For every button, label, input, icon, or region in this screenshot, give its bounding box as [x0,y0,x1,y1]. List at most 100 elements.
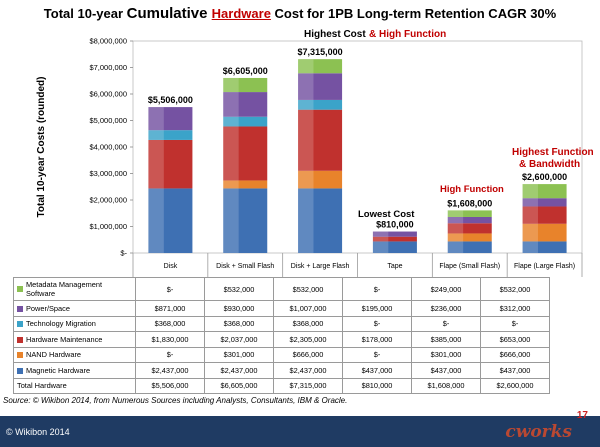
bar-segment [522,184,567,199]
cworks-logo: cworks [505,422,572,442]
legend-swatch [17,321,23,328]
category-header: Disk + Large Flash [290,262,350,270]
bar-segment-highlight [372,236,389,242]
annotation-label: & High Function [369,29,446,40]
row-label-cell: Magnetic Hardware [13,362,136,379]
table-cell: $1,007,000 [273,300,343,317]
bar-segment-highlight [522,223,538,242]
table-cell: $666,000 [480,346,550,363]
y-tick-label: $1,000,000 [89,222,127,231]
bar-segment-highlight [447,233,464,242]
bar-segment [298,170,343,189]
bar-segment [148,130,193,140]
table-cell: $2,037,000 [204,331,274,348]
annotation-label: Highest Cost [304,29,366,40]
table-cell: $385,000 [411,331,481,348]
table-cell: $437,000 [411,362,481,379]
y-tick-label: $- [120,249,127,258]
table-row: Power/Space $871,000 $930,000 $1,007,000 $19… [13,300,550,317]
bar-segment [372,231,417,237]
bar-segment [223,188,268,253]
title-part-1: Total 10-year [43,6,127,21]
bar-segment [447,216,492,224]
table-row: NAND Hardware $- $301,000 $666,000 $- $301,00… [13,346,550,363]
bar-segment-highlight [298,170,314,189]
row-label-cell: Metadata Management Software [13,277,136,301]
total-data-label: $810,000 [376,220,414,230]
total-data-label: $2,600,000 [522,172,567,182]
row-label-cell: Technology Migration [13,315,136,332]
bar-segment-highlight [298,59,314,74]
legend-swatch [17,336,23,343]
table-row: Magnetic Hardware $2,437,000 $2,437,000 $2,… [13,362,550,379]
table-cell: $2,305,000 [273,331,343,348]
table-cell: $368,000 [273,315,343,332]
table-cell: $810,000 [342,377,412,394]
bar-segment-highlight [447,223,464,234]
table-cell: $301,000 [411,346,481,363]
title-highlight: Hardware [211,6,271,21]
bar-segment [522,241,567,253]
bar-segment-highlight [298,99,314,110]
annotation-label: Highest Function [512,147,594,158]
bar-segment [372,236,417,242]
source-note: Source: © Wikibon 2014, from Numerous So… [3,396,348,405]
bar-segment-highlight [223,92,239,117]
bar-segment [223,116,268,127]
row-label: Power/Space [26,303,70,313]
bar-segment-highlight [372,241,389,253]
bar-segment-highlight [447,216,464,224]
annotation-label: Lowest Cost [358,209,415,220]
bar-segment-highlight [522,184,538,199]
table-cell: $- [342,315,412,332]
row-label: Technology Migration [26,319,96,329]
bar-segment-highlight [522,241,538,253]
table-cell: $236,000 [411,300,481,317]
table-cell: $930,000 [204,300,274,317]
bar-segment [447,233,492,242]
title-part-2: Cumulative [126,5,212,22]
table-cell: $437,000 [480,362,550,379]
table-row: Technology Migration $368,000 $368,000 $368… [13,315,550,332]
row-label: Metadata Management Software [26,280,103,298]
bar-segment [522,206,567,224]
chart-title: Total 10-year Cumulative Hardware Cost f… [0,5,600,22]
row-label-cell: Hardware Maintenance [13,331,136,348]
table-cell: $2,600,000 [480,377,550,394]
table-cell: $1,830,000 [135,331,205,348]
row-label-cell: NAND Hardware [13,346,136,363]
bar-segment-highlight [223,116,239,127]
table-row: Metadata Management Software $- $532,000 $5… [13,277,550,301]
table-cell: $2,437,000 [204,362,274,379]
bar-segment [148,107,193,131]
bar-segment-highlight [298,109,314,171]
stacked-bar-chart: $- $1,000,000 $2,000,000 $3,000,000 $4,000,0… [36,29,594,277]
bar-segment-highlight [148,139,164,189]
bar-segment-highlight [522,206,538,224]
table-cell: $368,000 [135,315,205,332]
table-cell: $- [411,315,481,332]
legend-swatch [17,352,23,359]
footer-copyright: © Wikibon 2014 [6,427,70,437]
table-cell: $532,000 [204,277,274,301]
bar-segment-highlight [223,180,239,189]
table-cell: $178,000 [342,331,412,348]
bar-segment [447,223,492,234]
annotation-label: & Bandwidth [519,159,580,170]
bar-segment-highlight [298,73,314,100]
y-axis-label: Total 10-year Costs (rounded) [36,77,47,218]
legend-swatch [17,305,23,312]
y-tick-label: $5,000,000 [89,116,127,125]
bar-segment [522,223,567,242]
bar-segment [522,198,567,207]
table-cell: $- [135,277,205,301]
table-cell: $2,437,000 [135,362,205,379]
category-header: Tape [387,262,403,270]
table-cell: $532,000 [480,277,550,301]
bar-segment-highlight [223,77,239,93]
y-tick-label: $3,000,000 [89,169,127,178]
total-data-label: $7,315,000 [298,47,343,57]
table-cell: $7,315,000 [273,377,343,394]
title-part-3: Cost for 1PB Long-term Retention CAGR 30… [270,6,557,21]
table-cell: $437,000 [342,362,412,379]
